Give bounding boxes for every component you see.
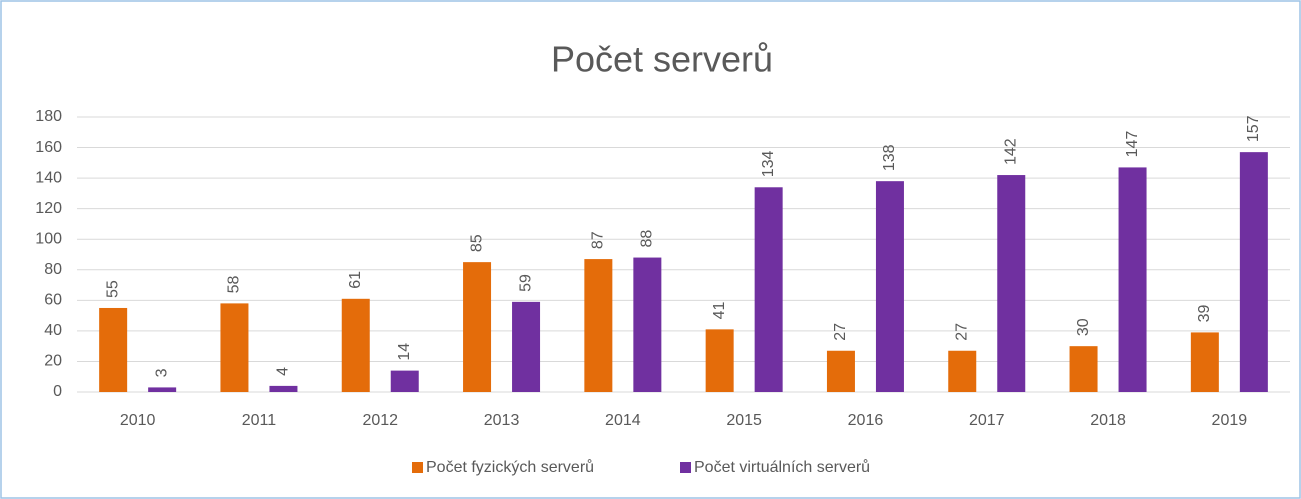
data-label: 14 [396, 343, 413, 361]
bar [997, 175, 1026, 392]
y-tick-label: 0 [53, 383, 62, 400]
y-tick-label: 120 [35, 200, 62, 217]
bar [584, 259, 613, 392]
data-label: 39 [1196, 305, 1213, 323]
x-tick-label: 2014 [605, 412, 641, 429]
legend-label: Počet fyzických serverů [426, 458, 594, 476]
data-label: 59 [517, 274, 534, 292]
data-label: 87 [590, 231, 607, 249]
y-tick-label: 80 [44, 261, 62, 278]
y-tick-label: 20 [44, 353, 62, 370]
data-label: 142 [1002, 138, 1019, 165]
data-label: 3 [153, 368, 170, 377]
x-tick-label: 2017 [969, 412, 1005, 429]
y-tick-label: 140 [35, 169, 62, 186]
bar [390, 370, 419, 392]
bar [948, 350, 977, 392]
data-label: 147 [1124, 131, 1141, 158]
y-tick-label: 40 [44, 322, 62, 339]
y-tick-label: 160 [35, 139, 62, 156]
bar [99, 307, 128, 392]
legend-swatch [412, 462, 423, 473]
bar [269, 385, 298, 392]
x-tick-label: 2018 [1090, 412, 1126, 429]
data-label: 30 [1075, 318, 1092, 336]
bar [754, 187, 783, 392]
x-tick-label: 2012 [362, 412, 398, 429]
data-label: 58 [226, 275, 243, 293]
x-tick-label: 2015 [726, 412, 762, 429]
bar [148, 387, 177, 392]
x-tick-label: 2016 [848, 412, 884, 429]
bar [1190, 332, 1219, 392]
legend-swatch [680, 462, 691, 473]
y-tick-label: 60 [44, 292, 62, 309]
bar [1118, 167, 1147, 392]
data-label: 4 [275, 367, 292, 376]
data-label: 27 [832, 323, 849, 341]
legend-label: Počet virtuálních serverů [694, 458, 870, 476]
y-tick-label: 180 [35, 108, 62, 125]
x-tick-label: 2013 [484, 412, 520, 429]
bar [1239, 152, 1268, 392]
x-tick-label: 2011 [242, 412, 277, 429]
bar [512, 301, 541, 392]
data-label: 27 [953, 323, 970, 341]
data-label: 138 [881, 144, 898, 171]
data-label: 41 [711, 301, 728, 319]
bar [463, 262, 492, 392]
bar [875, 181, 904, 392]
bar [826, 350, 855, 392]
x-tick-label: 2010 [120, 412, 156, 429]
x-tick-label: 2019 [1212, 412, 1248, 429]
data-label: 157 [1245, 115, 1262, 142]
data-label: 61 [347, 271, 364, 289]
bar [220, 303, 249, 392]
data-label: 88 [639, 230, 656, 248]
data-label: 134 [760, 150, 777, 177]
data-label: 55 [104, 280, 121, 298]
data-label: 85 [468, 234, 485, 252]
bar [705, 329, 734, 392]
bar [341, 298, 370, 392]
chart-title: Počet serverů [551, 39, 773, 80]
bar [1069, 346, 1098, 392]
bar [633, 257, 662, 392]
y-tick-label: 100 [35, 230, 62, 247]
